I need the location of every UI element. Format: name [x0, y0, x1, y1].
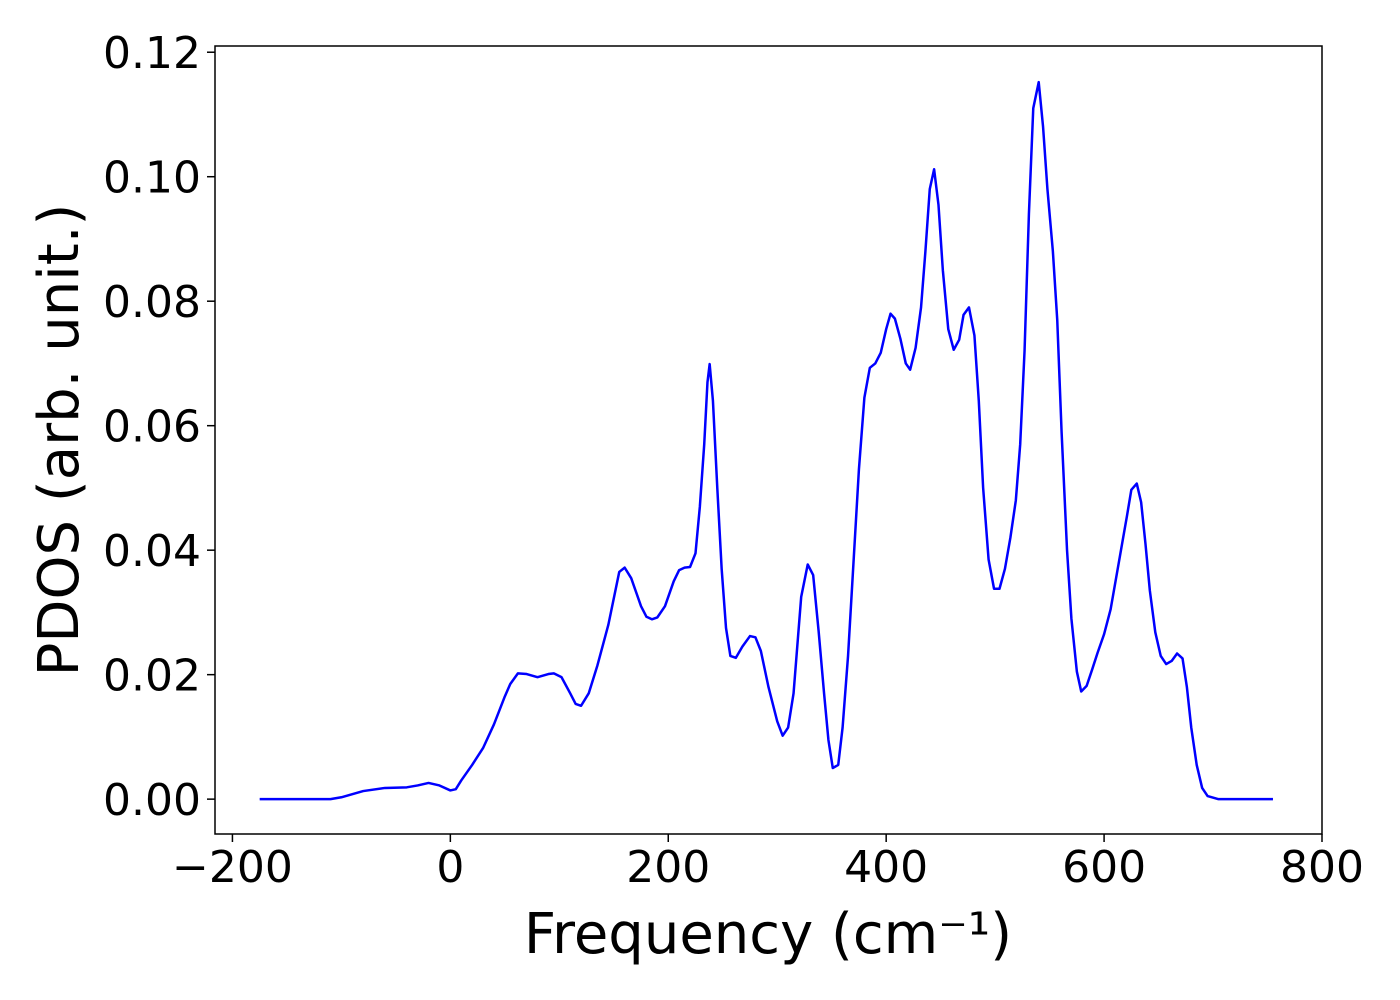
y-tick-label: 0.08 [103, 277, 201, 328]
y-tick-label: 0.06 [103, 402, 201, 453]
y-axis-label: PDOS (arb. unit.) [27, 204, 92, 677]
y-tick-label: 0.12 [103, 28, 201, 79]
x-tick-label: 400 [844, 842, 928, 893]
y-tick-label: 0.04 [103, 526, 201, 577]
x-axis-label: Frequency (cm⁻¹) [524, 902, 1012, 967]
x-tick-label: 0 [436, 842, 464, 893]
y-tick-label: 0.02 [103, 651, 201, 702]
x-tick-label: 600 [1062, 842, 1146, 893]
x-tick-label: −200 [172, 842, 293, 893]
plot-frame [214, 45, 1323, 835]
data-line [259, 80, 1273, 801]
x-tick-label: 800 [1280, 842, 1364, 893]
x-tick-label: 200 [626, 842, 710, 893]
y-tick-label: 0.00 [103, 775, 201, 826]
y-tick-label: 0.10 [103, 153, 201, 204]
